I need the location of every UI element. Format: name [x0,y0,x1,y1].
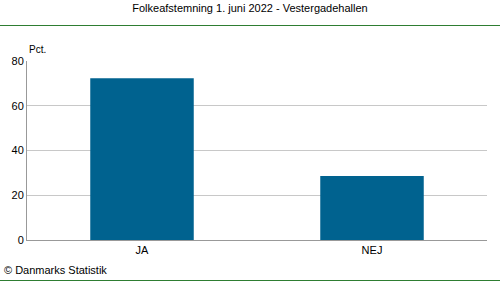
svg-text:Pct.: Pct. [29,44,46,55]
svg-text:20: 20 [12,189,24,201]
svg-text:NEJ: NEJ [362,244,383,256]
svg-text:JA: JA [136,244,150,256]
svg-text:40: 40 [12,144,24,156]
html-text:© Danmarks Statistik: © Danmarks Statistik [4,264,107,276]
svg-text:60: 60 [12,100,24,112]
svg-text:0: 0 [18,234,24,246]
svg-text:80: 80 [12,55,24,67]
svg-text:Folkeafstemning 1. juni 2022 -: Folkeafstemning 1. juni 2022 - Vestergad… [132,2,367,14]
